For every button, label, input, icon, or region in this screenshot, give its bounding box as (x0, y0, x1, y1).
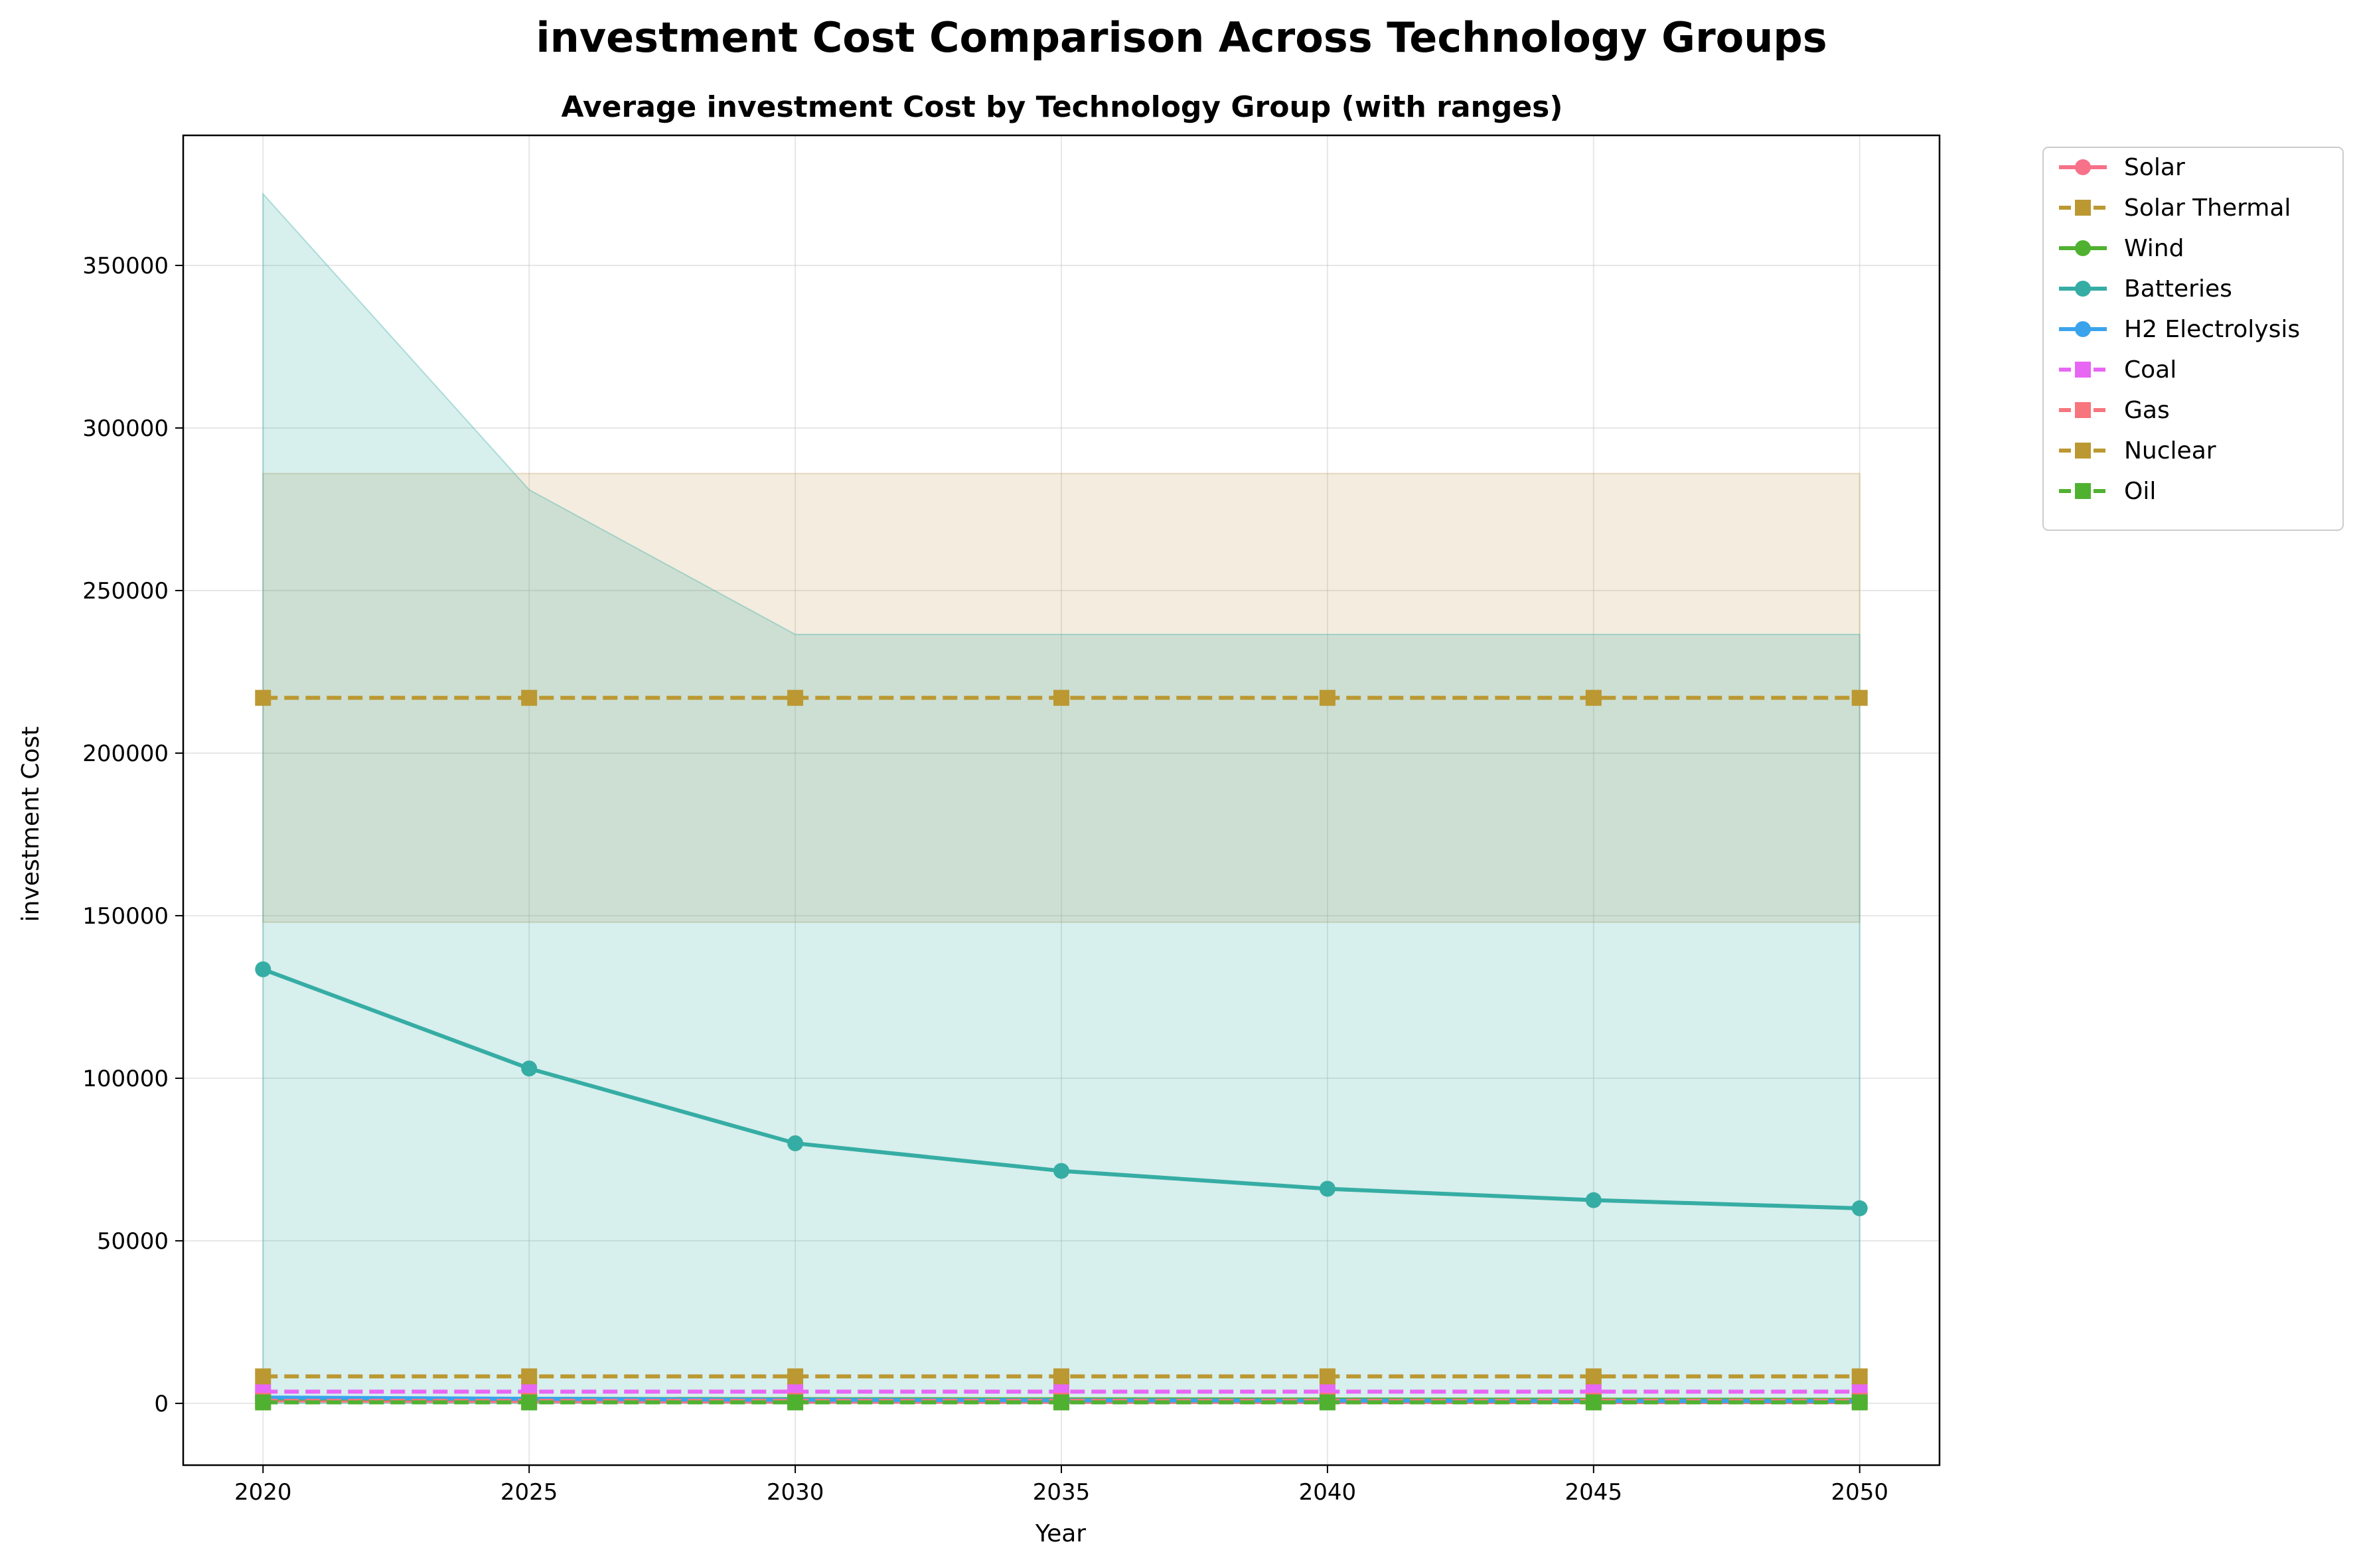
y-tick-label: 50000 (97, 1228, 169, 1255)
y-axis-ticks: 0 50000 100000 150000 200000 250000 300000 3500… (82, 253, 183, 1417)
data-point (521, 689, 538, 706)
x-tick-label: 2040 (1299, 1479, 1357, 1506)
legend-swatch-marker (2075, 443, 2091, 459)
data-point (1053, 1163, 1069, 1179)
y-tick-label: 250000 (82, 578, 169, 605)
data-point (255, 1368, 271, 1385)
legend-label: Nuclear (2124, 437, 2216, 464)
legend-label: Batteries (2124, 275, 2232, 303)
data-point (787, 1368, 804, 1385)
y-tick-label: 0 (154, 1391, 169, 1417)
legend-swatch-marker (2075, 321, 2091, 337)
data-point (255, 961, 271, 977)
legend-entry: Nuclear (2059, 437, 2216, 464)
data-point (1851, 689, 1868, 706)
legend-entry: Oil (2059, 478, 2156, 505)
series-batteries (255, 961, 1868, 1216)
x-tick-label: 2050 (1831, 1479, 1888, 1506)
legend-swatch-marker (2075, 240, 2091, 256)
legend-entry: Solar (2059, 154, 2185, 181)
x-tick-label: 2025 (500, 1479, 558, 1506)
y-tick-label: 350000 (82, 253, 169, 279)
legend-label: H2 Electrolysis (2124, 316, 2300, 343)
legend-label: Gas (2124, 397, 2170, 424)
data-point (255, 1394, 271, 1411)
x-tick-label: 2035 (1033, 1479, 1091, 1506)
x-tick-label: 2045 (1565, 1479, 1623, 1506)
y-tick-label: 100000 (82, 1066, 169, 1092)
data-point (1585, 1192, 1602, 1208)
x-axis-ticks: 2020 2025 2030 2035 2040 2045 2050 (234, 1465, 1888, 1506)
data-point (1585, 689, 1602, 706)
legend-entry: Gas (2059, 397, 2170, 424)
legend-label: Oil (2124, 478, 2156, 505)
legend-entry: Batteries (2059, 275, 2232, 303)
x-tick-label: 2020 (234, 1479, 292, 1506)
data-point (1319, 1394, 1335, 1411)
legend: Solar Solar Thermal Wind Batteries H2 Electr… (2042, 147, 2344, 531)
data-point (1851, 1200, 1868, 1216)
legend-entry: Coal (2059, 356, 2176, 384)
data-point (255, 689, 271, 706)
data-point (1319, 1180, 1335, 1197)
data-point (1053, 1394, 1069, 1411)
y-axis-label: investment Cost (17, 727, 44, 922)
series-oil (255, 1394, 1868, 1411)
legend-box (2042, 147, 2344, 531)
legend-entry: H2 Electrolysis (2059, 316, 2300, 343)
data-point (1053, 1368, 1069, 1385)
y-tick-label: 300000 (82, 415, 169, 442)
data-point (1585, 1394, 1602, 1411)
legend-swatch-marker (2075, 281, 2091, 297)
legend-swatch-marker (2075, 159, 2091, 175)
data-point (787, 1394, 804, 1411)
legend-swatch-marker (2075, 200, 2091, 216)
data-point (1585, 1368, 1602, 1385)
data-point (787, 1135, 804, 1151)
data-point (521, 1394, 538, 1411)
series-nuclear (255, 1368, 1868, 1385)
legend-label: Wind (2124, 235, 2184, 262)
legend-swatch-marker (2075, 402, 2091, 418)
data-point (521, 1368, 538, 1385)
legend-entry: Solar Thermal (2059, 194, 2291, 222)
series-solar-thermal (255, 689, 1868, 706)
chart-subtitle: Average investment Cost by Technology Gr… (562, 90, 1563, 124)
legend-swatch-marker (2075, 362, 2091, 378)
data-point (1053, 689, 1069, 706)
data-point (521, 1060, 538, 1077)
x-tick-label: 2030 (767, 1479, 824, 1506)
chart-title: investment Cost Comparison Across Techno… (536, 13, 1827, 62)
y-tick-label: 150000 (82, 903, 169, 930)
legend-label: Solar (2124, 154, 2185, 181)
data-point (1851, 1394, 1868, 1411)
legend-label: Coal (2124, 356, 2176, 384)
data-point (787, 689, 804, 706)
series-lines (255, 689, 1868, 1411)
data-point (1851, 1368, 1868, 1385)
data-point (1319, 1368, 1335, 1385)
data-point (1319, 689, 1335, 706)
x-axis-label: Year (1035, 1520, 1086, 1547)
y-tick-label: 200000 (82, 741, 169, 767)
legend-label: Solar Thermal (2124, 194, 2291, 222)
legend-swatch-marker (2075, 483, 2091, 499)
legend-entry: Wind (2059, 235, 2184, 262)
